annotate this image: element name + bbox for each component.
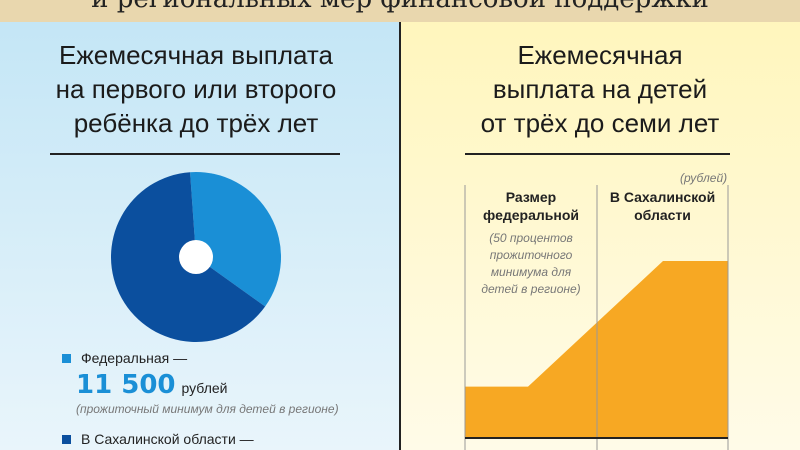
right-title: Ежемесячная выплата на детей от трёх до … (400, 38, 800, 140)
pie-chart (110, 171, 281, 342)
left-title: Ежемесячная выплата на первого или второ… (0, 38, 392, 140)
pie-slice (190, 171, 281, 307)
note-line: прожиточного (489, 248, 573, 262)
column-sakhalin-title: В Сахалинской области (597, 188, 728, 224)
amount-value: 11 500 (76, 370, 176, 400)
pie-hole (179, 240, 213, 274)
col-title-line: Размер (505, 189, 557, 205)
title-line: выплата на детей (492, 74, 708, 104)
panel-divider (399, 22, 401, 450)
column-federal-note: (50 процентов прожиточного минимума для … (466, 230, 596, 298)
legend-label: Федеральная — (81, 350, 188, 366)
note-line: минимума для (490, 265, 572, 279)
legend-federal: Федеральная — (62, 350, 187, 366)
title-line: от трёх до семи лет (480, 108, 720, 138)
title-line: на первого или второго (55, 74, 337, 104)
right-rule (465, 153, 730, 155)
legend-label: В Сахалинской области — (81, 431, 254, 447)
legend-swatch (62, 435, 71, 444)
title-line: Ежемесячная (517, 40, 683, 70)
legend-swatch (62, 354, 71, 363)
title-line: ребёнка до трёх лет (73, 108, 319, 138)
unit-note: (рублей) (680, 171, 728, 185)
column-federal-title: Размер федеральной (466, 188, 596, 224)
col-title-line: федеральной (483, 207, 579, 223)
note-line: детей в регионе) (481, 282, 581, 296)
header-banner: и региональных мер финансовой поддержки (0, 0, 800, 22)
header-title: и региональных мер финансовой поддержки (0, 0, 800, 14)
federal-note: (прожиточный минимум для детей в регионе… (76, 402, 339, 416)
col-title-line: В Сахалинской (609, 189, 716, 205)
col-title-line: области (634, 207, 691, 223)
left-rule (50, 153, 340, 155)
legend-sakhalin: В Сахалинской области — (62, 431, 254, 447)
title-line: Ежемесячная выплата (59, 40, 333, 70)
amount-unit: рублей (181, 380, 228, 396)
federal-amount: 11 500 рублей (76, 370, 227, 400)
note-line: (50 процентов (489, 231, 573, 245)
area-chart (464, 185, 729, 450)
